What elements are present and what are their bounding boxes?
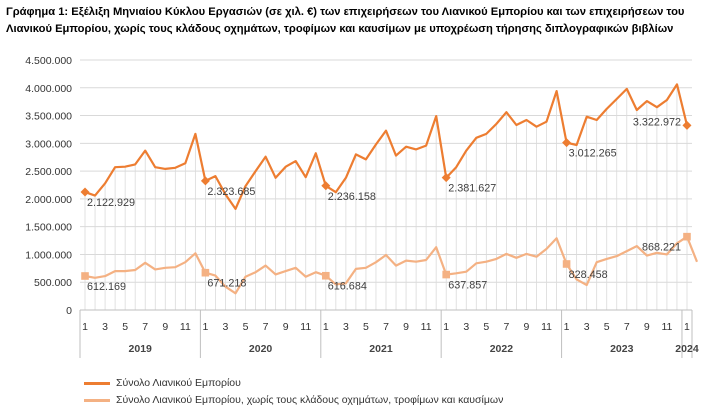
data-point-marker: [201, 268, 210, 277]
x-tick-label: 9: [403, 321, 409, 333]
data-label: 637.857: [448, 280, 487, 292]
x-tick-label: 3: [584, 321, 590, 333]
x-tick-label: 3: [102, 321, 108, 333]
x-tick-label: 7: [503, 321, 509, 333]
year-label: 2021: [369, 343, 393, 355]
data-label: 616.684: [328, 281, 367, 293]
y-tick-label: 1.000.000: [25, 249, 72, 261]
x-tick-label: 1: [684, 321, 690, 333]
x-tick-label: 3: [223, 321, 229, 333]
data-point-marker: [322, 271, 330, 280]
data-point-marker: [562, 260, 571, 268]
data-point-marker: [442, 270, 450, 279]
x-tick-label: 5: [363, 321, 369, 333]
x-tick-label: 7: [624, 321, 630, 333]
data-label: 828.458: [569, 269, 608, 281]
data-label: 868.221: [642, 242, 681, 254]
data-point-marker: [562, 138, 572, 148]
legend-item-retail-excl: Σύνολο Λιανικού Εμπορίου, χωρίς τους κλά…: [84, 394, 503, 406]
legend-swatch: [84, 398, 110, 402]
year-label: 2019: [129, 343, 153, 355]
x-tick-label: 5: [122, 321, 128, 333]
x-tick-label: 3: [343, 321, 349, 333]
data-label: 3.012.265: [569, 148, 617, 160]
x-tick-label: 5: [483, 321, 489, 333]
x-tick-label: 9: [524, 321, 530, 333]
y-tick-label: 0: [66, 305, 72, 317]
x-tick-label: 11: [541, 321, 552, 333]
y-tick-label: 2.500.000: [25, 166, 72, 178]
data-label: 2.122.929: [87, 197, 135, 209]
legend-item-total-retail: Σύνολο Λιανικού Εμπορίου: [84, 377, 241, 389]
x-tick-label: 5: [243, 321, 249, 333]
legend-label: Σύνολο Λιανικού Εμπορίου, χωρίς τους κλά…: [116, 394, 504, 406]
x-tick-label: 7: [383, 321, 389, 333]
y-tick-label: 4.500.000: [25, 55, 72, 67]
data-point-marker: [682, 120, 692, 130]
x-tick-label: 7: [142, 321, 148, 333]
x-tick-label: 11: [421, 321, 432, 333]
y-tick-label: 1.500.000: [25, 222, 72, 234]
x-tick-label: 7: [263, 321, 269, 333]
x-tick-label: 9: [644, 321, 650, 333]
x-tick-label: 1: [564, 321, 570, 333]
data-label: 2.236.158: [328, 191, 376, 203]
x-tick-label: 9: [162, 321, 168, 333]
x-tick-label: 11: [300, 321, 311, 333]
x-tick-label: 1: [202, 321, 208, 333]
x-tick-label: 3: [463, 321, 469, 333]
data-label: 2.381.627: [448, 183, 496, 195]
series-total-line: [84, 83, 689, 210]
y-tick-label: 2.000.000: [25, 194, 72, 206]
year-label: 2024: [675, 343, 699, 355]
y-tick-label: 4.000.000: [25, 83, 72, 95]
data-point-marker: [683, 232, 691, 241]
x-tick-label: 1: [443, 321, 449, 333]
data-label: 3.322.972: [633, 116, 681, 128]
x-tick-label: 1: [323, 321, 329, 333]
x-tick-label: 11: [661, 321, 672, 333]
data-label: 612.169: [87, 281, 126, 293]
y-tick-label: 500.000: [34, 277, 72, 289]
y-tick-label: 3.000.000: [25, 138, 72, 150]
year-label: 2022: [490, 343, 514, 355]
chart-title: Γράφημα 1: Εξέλιξη Μηνιαίου Κύκλου Εργασ…: [6, 6, 685, 35]
data-label: 2.323.685: [207, 186, 255, 198]
data-point-marker: [80, 187, 90, 197]
series-excl-line: [84, 235, 699, 295]
x-tick-label: 11: [180, 321, 191, 333]
y-tick-label: 3.500.000: [25, 111, 72, 123]
x-tick-label: 5: [604, 321, 610, 333]
legend-swatch: [84, 381, 110, 385]
x-tick-label: 9: [283, 321, 289, 333]
data-point-marker: [441, 173, 451, 183]
line-chart: 0 500.000 1.000.000 1.500.000 2.000.000 2.500…: [25, 55, 699, 358]
legend-label: Σύνολο Λιανικού Εμπορίου: [116, 377, 241, 389]
year-label: 2023: [610, 343, 634, 355]
data-point-marker: [200, 176, 210, 186]
year-label: 2020: [249, 343, 273, 355]
x-tick-label: 1: [82, 321, 88, 333]
data-point-marker: [321, 181, 331, 191]
data-label: 671.218: [207, 278, 246, 290]
data-point-marker: [81, 272, 89, 280]
